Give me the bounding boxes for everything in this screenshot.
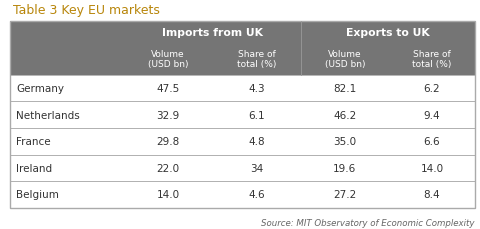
Text: 46.2: 46.2 <box>333 110 356 120</box>
Text: 19.6: 19.6 <box>333 163 356 173</box>
Text: Belgium: Belgium <box>16 190 59 200</box>
Text: Imports from UK: Imports from UK <box>161 28 262 38</box>
Text: 27.2: 27.2 <box>333 190 356 200</box>
Bar <box>10 75 474 102</box>
Text: 82.1: 82.1 <box>333 84 356 93</box>
Text: 34: 34 <box>249 163 263 173</box>
Text: 22.0: 22.0 <box>156 163 180 173</box>
Bar <box>10 155 474 181</box>
Text: 4.3: 4.3 <box>248 84 264 93</box>
Text: 9.4: 9.4 <box>423 110 439 120</box>
Text: 14.0: 14.0 <box>156 190 180 200</box>
Text: Ireland: Ireland <box>16 163 52 173</box>
Bar <box>10 181 474 208</box>
Bar <box>10 128 474 155</box>
Text: 6.6: 6.6 <box>423 136 439 147</box>
Text: 8.4: 8.4 <box>423 190 439 200</box>
Bar <box>10 22 474 208</box>
Text: 47.5: 47.5 <box>156 84 180 93</box>
Text: 6.1: 6.1 <box>248 110 264 120</box>
Text: Exports to UK: Exports to UK <box>345 28 429 38</box>
Text: 14.0: 14.0 <box>420 163 443 173</box>
Text: Germany: Germany <box>16 84 64 93</box>
Text: France: France <box>16 136 50 147</box>
Text: 32.9: 32.9 <box>156 110 180 120</box>
Text: Source: MIT Observatory of Economic Complexity: Source: MIT Observatory of Economic Comp… <box>261 218 474 227</box>
Text: Volume
(USD bn): Volume (USD bn) <box>324 50 364 69</box>
Text: Table 3 Key EU markets: Table 3 Key EU markets <box>13 4 159 17</box>
Text: Share of
total (%): Share of total (%) <box>411 50 451 69</box>
Text: 6.2: 6.2 <box>423 84 439 93</box>
Bar <box>10 22 474 75</box>
Text: Share of
total (%): Share of total (%) <box>236 50 276 69</box>
Text: 4.6: 4.6 <box>248 190 264 200</box>
Text: Volume
(USD bn): Volume (USD bn) <box>147 50 188 69</box>
Text: 4.8: 4.8 <box>248 136 264 147</box>
Bar <box>10 102 474 128</box>
Text: 35.0: 35.0 <box>333 136 356 147</box>
Text: Netherlands: Netherlands <box>16 110 80 120</box>
Text: 29.8: 29.8 <box>156 136 180 147</box>
